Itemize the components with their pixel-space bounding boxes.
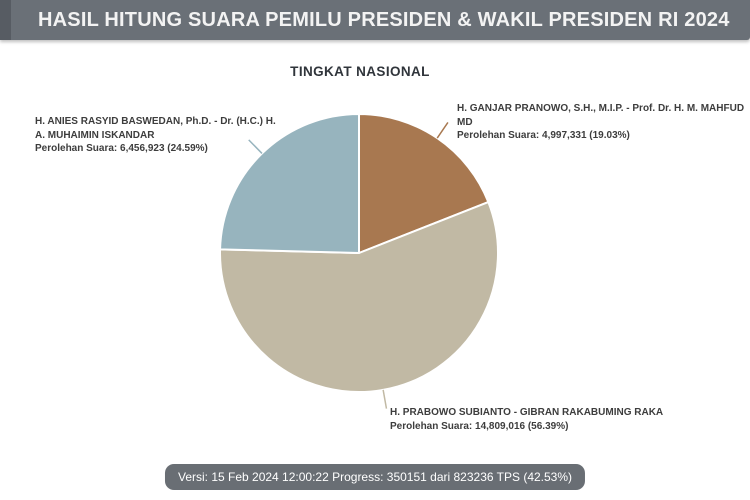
candidate-name: H. ANIES RASYID BASWEDAN, Ph.D. - Dr. (H… — [35, 116, 276, 127]
pie-slice — [358, 113, 490, 254]
slice-label-anies: H. ANIES RASYID BASWEDAN, Ph.D. - Dr. (H… — [35, 115, 276, 156]
candidate-name-line2: A. MUHAIMIN ISKANDAR — [35, 129, 155, 141]
vote-count: Perolehan Suara: 6,456,923 (24.59%) — [35, 143, 208, 154]
label-connector-line — [436, 121, 449, 139]
slice-label-prabowo: H. PRABOWO SUBIANTO - GIBRAN RAKABUMING … — [390, 406, 663, 433]
label-connector-line — [248, 139, 263, 154]
pie-slice — [219, 113, 360, 254]
slice-label-ganjar: H. GANJAR PRANOWO, S.H., M.I.P. - Prof. … — [457, 102, 750, 143]
progress-badge: Versi: 15 Feb 2024 12:00:22 Progress: 35… — [164, 464, 586, 490]
candidate-name: H. GANJAR PRANOWO, S.H., M.I.P. - Prof. … — [457, 103, 745, 128]
page-title: HASIL HITUNG SUARA PEMILU PRESIDEN & WAK… — [38, 9, 730, 31]
label-connector-line — [382, 389, 388, 409]
vote-count: Perolehan Suara: 4,997,331 (19.03%) — [457, 130, 630, 141]
pie-slice — [219, 201, 499, 394]
vote-count: Perolehan Suara: 14,809,016 (56.39%) — [390, 420, 569, 432]
candidate-name: H. PRABOWO SUBIANTO - GIBRAN RAKABUMING … — [390, 407, 664, 418]
header-bar: HASIL HITUNG SUARA PEMILU PRESIDEN & WAK… — [0, 0, 750, 40]
chart-title: TINGKAT NASIONAL — [290, 64, 430, 79]
